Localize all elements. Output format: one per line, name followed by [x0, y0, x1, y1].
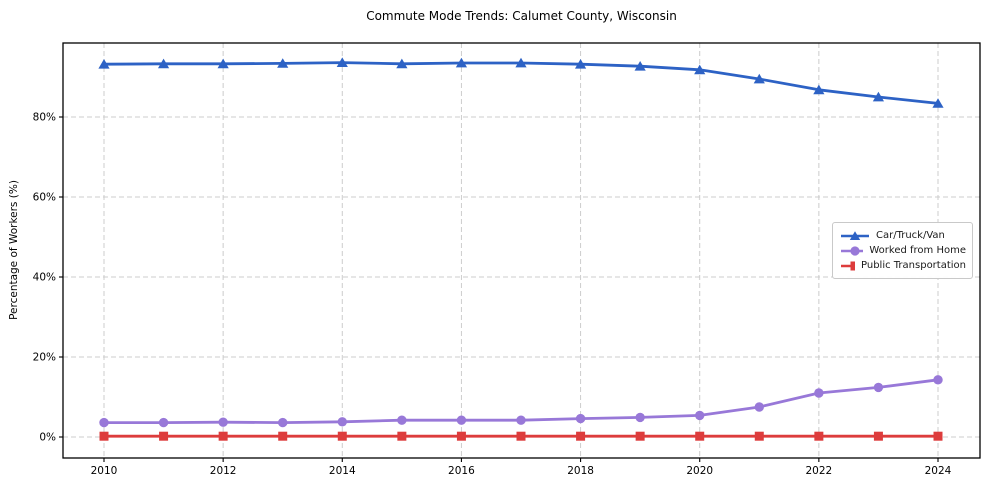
x-tick-label: 2012	[210, 465, 237, 477]
data-point-marker	[99, 431, 109, 441]
data-point-marker	[515, 57, 527, 68]
x-tick-label: 2018	[567, 465, 594, 477]
data-point-marker	[337, 417, 347, 427]
data-point-marker	[159, 431, 169, 441]
data-point-marker	[576, 431, 586, 441]
legend: Car/Truck/Van Worked from Home Public Tr…	[832, 222, 973, 279]
data-point-marker	[98, 59, 110, 69]
triangle-marker-icon	[849, 230, 861, 240]
data-point-marker	[218, 417, 228, 427]
data-point-marker	[873, 431, 883, 441]
x-tick-label: 2014	[329, 465, 356, 477]
y-tick-label: 0%	[39, 432, 56, 444]
x-tick-label: 2022	[805, 465, 832, 477]
data-point-marker	[455, 57, 468, 68]
data-point-marker	[278, 431, 288, 441]
legend-swatch-worked-from-home	[841, 245, 864, 256]
data-point-marker	[337, 431, 347, 441]
y-tick-label: 40%	[33, 272, 56, 284]
data-point-marker	[277, 58, 289, 68]
data-point-marker	[754, 431, 764, 441]
data-point-marker	[933, 375, 943, 385]
data-point-marker	[872, 91, 885, 102]
legend-label: Worked from Home	[869, 245, 966, 256]
data-point-marker	[158, 417, 169, 428]
data-point-marker	[456, 431, 466, 441]
data-point-marker	[575, 413, 586, 424]
data-point-marker	[574, 59, 587, 69]
y-tick-label: 20%	[33, 352, 56, 364]
data-point-marker	[635, 431, 645, 441]
x-tick-label: 2016	[448, 465, 475, 477]
data-point-marker	[694, 64, 706, 75]
x-tick-label: 2024	[925, 465, 952, 477]
data-point-marker	[336, 57, 348, 67]
data-point-marker	[397, 431, 407, 441]
data-point-marker	[516, 415, 526, 425]
data-point-marker	[754, 402, 764, 412]
data-point-marker	[695, 410, 705, 421]
data-point-marker	[635, 412, 645, 423]
x-tick-label: 2020	[686, 465, 713, 477]
data-point-marker	[396, 58, 408, 69]
legend-swatch-car-truck-van	[841, 230, 869, 240]
data-point-marker	[516, 431, 526, 441]
legend-item-car-truck-van: Car/Truck/Van	[840, 228, 966, 243]
series-line-car-truck-van	[102, 61, 940, 105]
y-tick-label: 80%	[33, 112, 56, 124]
data-point-marker	[695, 431, 705, 441]
legend-label: Car/Truck/Van	[876, 230, 945, 241]
data-point-marker	[218, 431, 228, 441]
data-point-marker	[873, 382, 884, 393]
legend-item-public-transportation: Public Transportation	[840, 258, 966, 273]
circle-marker-icon	[850, 245, 860, 256]
data-point-marker	[813, 84, 825, 95]
data-point-marker	[932, 98, 944, 108]
legend-label: Public Transportation	[861, 260, 966, 271]
data-point-marker	[397, 415, 407, 425]
data-point-marker	[814, 388, 824, 398]
data-point-marker	[634, 61, 646, 71]
data-point-marker	[814, 431, 824, 441]
legend-item-worked-from-home: Worked from Home	[840, 243, 966, 258]
square-marker-icon	[850, 261, 856, 270]
data-point-marker	[933, 431, 943, 441]
data-point-marker	[217, 58, 229, 69]
data-point-marker	[99, 417, 109, 428]
data-point-marker	[278, 417, 288, 428]
data-point-marker	[456, 415, 467, 425]
chart-title: Commute Mode Trends: Calumet County, Wis…	[366, 9, 677, 23]
y-tick-label: 60%	[33, 192, 56, 204]
x-tick-label: 2010	[91, 465, 118, 477]
data-point-marker	[753, 73, 765, 84]
data-point-marker	[157, 58, 170, 69]
legend-swatch-public-transportation	[841, 261, 856, 270]
axes-spines	[62, 42, 981, 459]
